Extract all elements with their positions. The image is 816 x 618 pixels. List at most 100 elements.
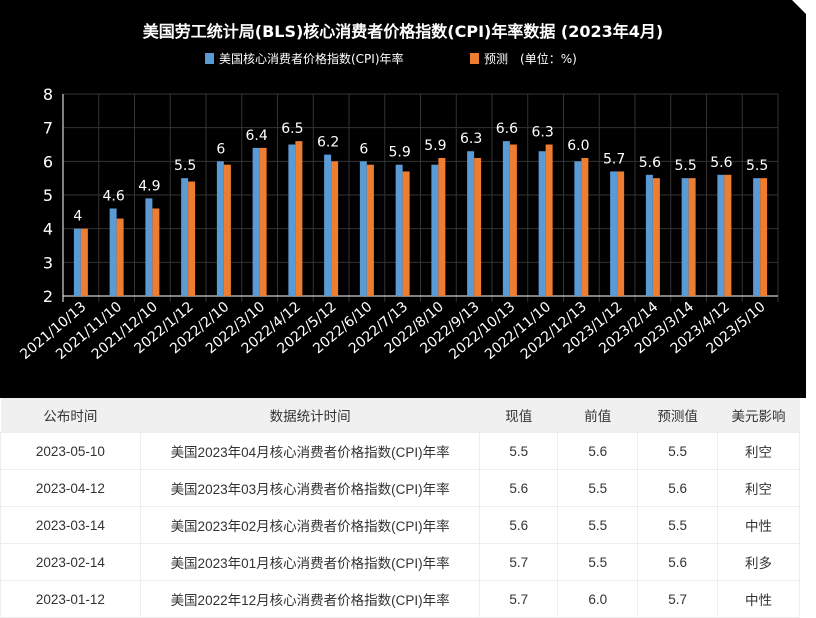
data-label: 6.2: [317, 135, 339, 151]
bar-actual: [216, 161, 224, 296]
bar-forecast: [402, 171, 410, 296]
legend-swatch-forecast: [470, 53, 479, 64]
header-usd-impact: 美元影响: [717, 398, 800, 433]
table-row: 2023-02-14 美国2023年01月核心消费者价格指数(CPI)年率 5.7 5…: [0, 543, 800, 581]
y-tick-label: 2: [43, 287, 53, 306]
bar-actual: [324, 154, 332, 296]
data-label: 5.9: [388, 145, 410, 161]
bar-actual: [109, 208, 117, 296]
data-label: 6: [359, 141, 368, 157]
table-header: 公布时间 数据统计时间 现值 前值 预测值 美元影响: [0, 398, 800, 433]
data-label: 5.9: [424, 138, 446, 154]
bar-forecast: [581, 157, 589, 296]
cell-release-time: 2023-03-14: [0, 506, 141, 544]
legend-label-actual: 美国核心消费者价格指数(CPI)年率: [219, 52, 404, 66]
data-label: 6.4: [245, 128, 267, 144]
y-tick-label: 6: [43, 152, 53, 171]
table-row: 2023-01-12 美国2022年12月核心消费者价格指数(CPI)年率 5.7 6…: [0, 580, 800, 618]
cell-forecast: 5.7: [637, 580, 719, 618]
bar-forecast: [617, 171, 625, 296]
bar-forecast: [760, 178, 768, 296]
bar-forecast: [474, 157, 482, 296]
header-release-time: 公布时间: [0, 398, 141, 433]
cell-release-time: 2023-04-12: [0, 469, 141, 507]
bar-forecast: [652, 178, 660, 296]
data-label: 6.5: [281, 121, 303, 137]
header-period: 数据统计时间: [140, 398, 480, 433]
cell-period: 美国2022年12月核心消费者价格指数(CPI)年率: [139, 580, 481, 618]
cell-previous: 5.5: [557, 469, 639, 507]
bar-actual: [181, 178, 189, 296]
data-label: 5.7: [603, 151, 625, 167]
bar-actual: [395, 164, 403, 296]
cell-previous: 5.5: [557, 506, 639, 544]
bar-actual: [359, 161, 367, 296]
cell-actual: 5.6: [479, 469, 559, 507]
cell-actual: 5.7: [479, 543, 559, 581]
bar-forecast: [188, 181, 196, 296]
bar-forecast: [688, 178, 696, 296]
table-row: 2023-04-12 美国2023年03月核心消费者价格指数(CPI)年率 5.6 5…: [0, 469, 800, 507]
bar-forecast: [724, 174, 732, 296]
legend-swatch-actual: [205, 53, 214, 64]
bar-forecast: [366, 164, 374, 296]
bar-actual: [252, 147, 260, 296]
cell-usd-impact: 中性: [717, 506, 800, 544]
bar-actual: [502, 141, 510, 296]
bar-actual: [753, 178, 761, 296]
cell-release-time: 2023-02-14: [0, 543, 141, 581]
chart-title: 美国劳工统计局(BLS)核心消费者价格指数(CPI)年率数据 (2023年4月): [142, 22, 664, 41]
bar-forecast: [509, 144, 517, 296]
data-label: 5.5: [746, 158, 768, 174]
y-tick-label: 3: [43, 253, 53, 272]
legend-label-forecast: 预测: [484, 52, 509, 66]
bar-forecast: [331, 161, 339, 296]
cell-usd-impact: 利空: [717, 432, 800, 470]
cell-previous: 5.6: [557, 432, 639, 470]
cell-forecast: 5.6: [637, 469, 719, 507]
legend-item-forecast: 预测 (单位：%): [470, 50, 577, 67]
data-label: 6.3: [460, 131, 482, 147]
bar-actual: [145, 198, 153, 296]
header-previous: 前值: [557, 398, 638, 433]
bar-actual: [717, 174, 725, 296]
data-label: 4.9: [138, 178, 160, 194]
bar-forecast: [259, 147, 267, 296]
legend-item-actual: 美国核心消费者价格指数(CPI)年率: [205, 50, 404, 67]
bar-actual: [73, 228, 81, 296]
header-actual: 现值: [479, 398, 558, 433]
y-tick-label: 4: [43, 220, 53, 239]
cell-actual: 5.6: [479, 506, 559, 544]
bar-forecast: [545, 144, 553, 296]
cell-usd-impact: 利多: [717, 543, 800, 581]
data-label: 6.6: [496, 121, 518, 137]
y-tick-label: 7: [43, 119, 53, 138]
cell-period: 美国2023年04月核心消费者价格指数(CPI)年率: [139, 432, 481, 470]
chart-area: 美国劳工统计局(BLS)核心消费者价格指数(CPI)年率数据 (2023年4月)…: [0, 0, 806, 398]
cell-forecast: 5.5: [637, 432, 719, 470]
y-tick-label: 8: [43, 85, 53, 104]
cell-usd-impact: 中性: [717, 580, 800, 618]
header-forecast: 预测值: [637, 398, 718, 433]
cell-forecast: 5.6: [637, 543, 719, 581]
unit-note: (单位：%): [520, 52, 577, 66]
data-label: 5.6: [639, 155, 661, 171]
cell-actual: 5.7: [479, 580, 559, 618]
cell-previous: 6.0: [557, 580, 639, 618]
bar-actual: [645, 174, 653, 296]
cell-actual: 5.5: [479, 432, 559, 470]
cell-period: 美国2023年03月核心消费者价格指数(CPI)年率: [139, 469, 481, 507]
bar-forecast: [438, 157, 446, 296]
bar-forecast: [152, 208, 160, 296]
y-tick-label: 5: [43, 186, 53, 205]
cell-period: 美国2023年01月核心消费者价格指数(CPI)年率: [139, 543, 481, 581]
table-row: 2023-05-10 美国2023年04月核心消费者价格指数(CPI)年率 5.5 5…: [0, 432, 800, 470]
bar-actual: [288, 144, 296, 296]
cell-previous: 5.5: [557, 543, 639, 581]
data-label: 5.5: [174, 158, 196, 174]
cell-usd-impact: 利空: [717, 469, 800, 507]
data-label: 6.0: [567, 138, 589, 154]
bar-actual: [681, 178, 689, 296]
data-label: 4.6: [102, 188, 124, 204]
bar-actual: [431, 164, 439, 296]
